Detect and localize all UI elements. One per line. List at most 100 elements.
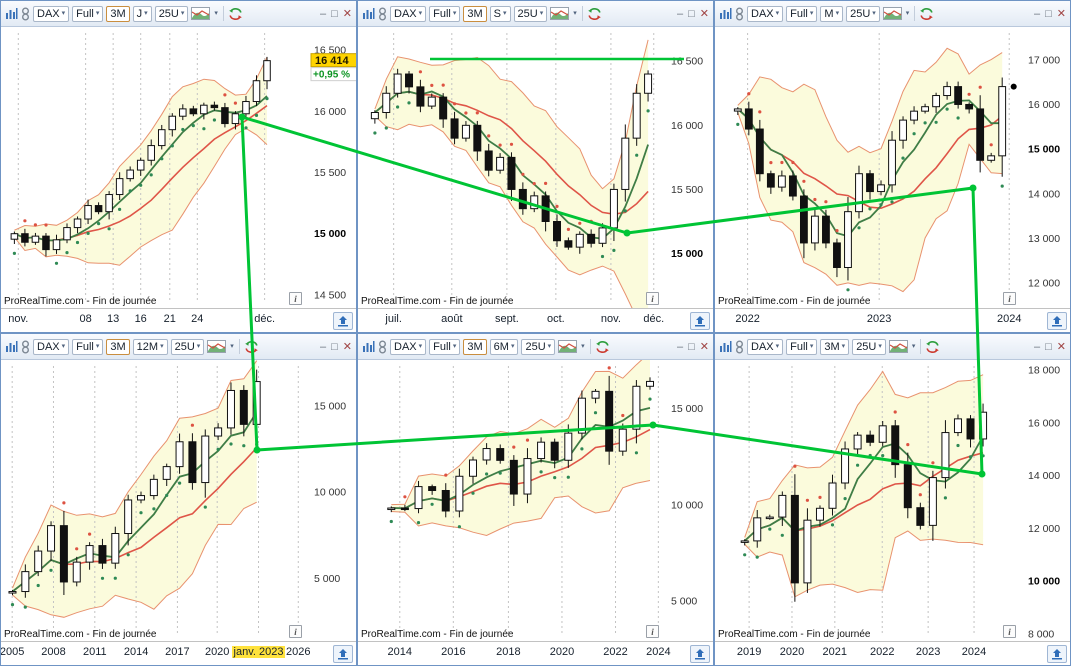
maximize-button[interactable]: □ xyxy=(688,340,695,353)
minimize-button[interactable]: – xyxy=(320,7,327,20)
timeframe-select[interactable]: S ▾ xyxy=(489,5,511,22)
maximize-button[interactable]: □ xyxy=(331,7,338,20)
chart-style-button[interactable] xyxy=(558,340,578,353)
publish-icon[interactable] xyxy=(690,312,710,330)
duration-badge[interactable]: 3M xyxy=(106,5,130,22)
refresh-icon[interactable] xyxy=(595,340,610,354)
minimize-button[interactable]: – xyxy=(320,340,327,353)
refresh-icon[interactable] xyxy=(919,7,934,21)
timeframe-select[interactable]: 6M ▾ xyxy=(489,338,519,355)
timeframe-select[interactable]: 3M ▾ xyxy=(820,338,850,355)
bar-chart-icon[interactable] xyxy=(5,340,18,353)
y-axis-label: 18 000 xyxy=(1028,364,1060,376)
symbol-select[interactable]: DAX ▾ xyxy=(33,338,70,355)
close-button[interactable]: ✕ xyxy=(699,8,709,20)
info-icon[interactable]: i xyxy=(646,292,659,305)
price-chart[interactable]: 15 000 10 000 5 000 xyxy=(1,360,357,641)
maximize-button[interactable]: □ xyxy=(1045,340,1052,353)
y-axis-label: 16 500 xyxy=(671,56,703,68)
close-button[interactable]: ✕ xyxy=(342,341,352,353)
publish-icon[interactable] xyxy=(333,645,353,663)
bar-chart-icon[interactable] xyxy=(5,7,18,20)
price-chart[interactable]: 16 500 16 000 15 500 15 000 xyxy=(358,27,714,308)
publish-icon[interactable] xyxy=(333,312,353,330)
refresh-icon[interactable] xyxy=(228,7,243,21)
link-charts-icon[interactable] xyxy=(735,340,744,354)
link-charts-icon[interactable] xyxy=(378,340,387,354)
timeframe-select[interactable]: J ▾ xyxy=(132,5,152,22)
link-charts-icon[interactable] xyxy=(378,7,387,21)
range-select[interactable]: Full ▾ xyxy=(786,338,818,355)
range-select[interactable]: Full ▾ xyxy=(429,5,461,22)
chart-style-caret[interactable]: ▾ xyxy=(911,343,916,350)
minimize-button[interactable]: – xyxy=(677,340,684,353)
maximize-button[interactable]: □ xyxy=(331,340,338,353)
units-select[interactable]: 25U ▾ xyxy=(846,5,880,22)
close-button[interactable]: ✕ xyxy=(1056,341,1066,353)
info-icon[interactable]: i xyxy=(1003,292,1016,305)
range-select[interactable]: Full ▾ xyxy=(429,338,461,355)
close-button[interactable]: ✕ xyxy=(699,341,709,353)
chevron-down-icon: ▾ xyxy=(841,343,846,350)
chart-style-button[interactable] xyxy=(888,340,908,353)
info-icon[interactable]: i xyxy=(289,625,302,638)
link-charts-icon[interactable] xyxy=(21,340,30,354)
range-select[interactable]: Full ▾ xyxy=(786,5,818,22)
duration-badge[interactable]: 3M xyxy=(463,5,487,22)
maximize-button[interactable]: □ xyxy=(688,7,695,20)
units-select[interactable]: 25U ▾ xyxy=(521,338,556,355)
publish-icon[interactable] xyxy=(1047,312,1067,330)
symbol-select[interactable]: DAX ▾ xyxy=(747,338,784,355)
chart-style-button[interactable] xyxy=(882,7,902,20)
symbol-select[interactable]: DAX ▾ xyxy=(390,338,427,355)
bar-chart-icon[interactable] xyxy=(719,340,732,353)
duration-badge[interactable]: 3M xyxy=(463,338,487,355)
close-button[interactable]: ✕ xyxy=(342,8,352,20)
units-select[interactable]: 25U ▾ xyxy=(852,338,886,355)
range-select[interactable]: Full ▾ xyxy=(72,338,104,355)
info-icon[interactable]: i xyxy=(289,292,302,305)
chart-style-button[interactable] xyxy=(550,7,570,20)
chart-style-caret[interactable]: ▾ xyxy=(581,343,585,350)
price-chart[interactable]: 15 000 10 000 5 000 xyxy=(358,360,714,641)
chevron-down-icon: ▾ xyxy=(452,10,457,17)
chart-style-caret[interactable]: ▾ xyxy=(230,343,234,350)
bar-chart-icon[interactable] xyxy=(362,340,375,353)
chevron-down-icon: ▾ xyxy=(775,343,780,350)
symbol-select[interactable]: DAX ▾ xyxy=(747,5,784,22)
timeframe-select[interactable]: M ▾ xyxy=(820,5,844,22)
minimize-button[interactable]: – xyxy=(1034,7,1041,20)
price-chart[interactable]: 17 000 16 000 15 000 14 000 13 000 12 000 xyxy=(715,27,1071,308)
bar-chart-icon[interactable] xyxy=(719,7,732,20)
info-icon[interactable]: i xyxy=(1003,625,1016,638)
minimize-button[interactable]: – xyxy=(677,7,684,20)
y-axis-label: 8 000 xyxy=(1028,629,1054,641)
maximize-button[interactable]: □ xyxy=(1045,7,1052,20)
refresh-icon[interactable] xyxy=(587,7,602,21)
close-button[interactable]: ✕ xyxy=(1056,8,1066,20)
duration-badge[interactable]: 3M xyxy=(106,338,130,355)
publish-icon[interactable] xyxy=(690,645,710,663)
bar-chart-icon[interactable] xyxy=(362,7,375,20)
chart-style-button[interactable] xyxy=(207,340,227,353)
symbol-select[interactable]: DAX ▾ xyxy=(33,5,70,22)
chart-style-caret[interactable]: ▾ xyxy=(905,10,910,17)
symbol-select[interactable]: DAX ▾ xyxy=(390,5,427,22)
chart-style-caret[interactable]: ▾ xyxy=(573,10,577,17)
link-charts-icon[interactable] xyxy=(21,7,30,21)
refresh-icon[interactable] xyxy=(244,340,259,354)
range-select[interactable]: Full ▾ xyxy=(72,5,104,22)
timeframe-select[interactable]: 12M ▾ xyxy=(132,338,168,355)
units-select[interactable]: 25U ▾ xyxy=(513,5,548,22)
chart-style-button[interactable] xyxy=(191,7,211,20)
units-select[interactable]: 25U ▾ xyxy=(154,5,189,22)
publish-icon[interactable] xyxy=(1047,645,1067,663)
link-charts-icon[interactable] xyxy=(735,7,744,21)
info-icon[interactable]: i xyxy=(646,625,659,638)
units-select[interactable]: 25U ▾ xyxy=(170,338,205,355)
chart-style-caret[interactable]: ▾ xyxy=(214,10,218,17)
price-chart[interactable]: 18 000 16 000 14 000 12 000 10 000 8 000 xyxy=(715,360,1071,641)
refresh-icon[interactable] xyxy=(925,340,940,354)
minimize-button[interactable]: – xyxy=(1034,340,1041,353)
